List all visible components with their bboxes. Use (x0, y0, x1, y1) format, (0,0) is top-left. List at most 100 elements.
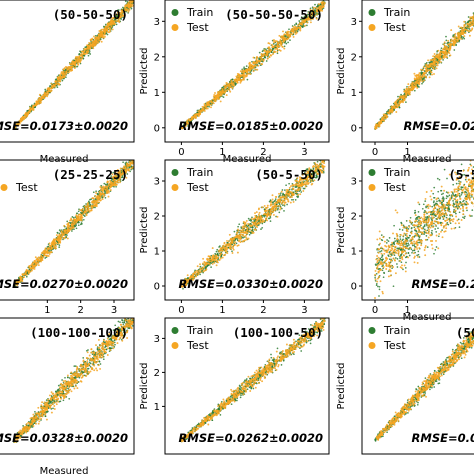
data-point-test (395, 111, 398, 113)
data-point-test (430, 71, 433, 74)
data-point-train (65, 76, 67, 79)
data-point-test (463, 23, 466, 26)
data-point-test (255, 61, 258, 64)
data-point-train (104, 23, 107, 26)
data-point-train (228, 80, 231, 83)
data-point-test (74, 58, 77, 61)
data-point-test (79, 61, 81, 64)
data-point-test (306, 18, 309, 21)
data-point-train (264, 48, 267, 50)
data-point-test (239, 75, 242, 78)
data-point-test (23, 276, 26, 279)
data-point-test (249, 73, 252, 76)
data-point-test (71, 63, 74, 66)
data-point-test (18, 122, 21, 125)
data-point-train (312, 15, 315, 18)
panel-1: Measured(50-50-50)RMSE=0.0173±0.0020 (0, 0, 135, 165)
data-point-test (109, 19, 112, 22)
data-point-test (93, 35, 95, 38)
data-point-test (464, 31, 467, 34)
data-point-test (274, 47, 277, 50)
data-point-test (249, 68, 252, 71)
data-point-test (435, 60, 437, 63)
scatter-points (13, 0, 134, 130)
data-point-test (304, 17, 307, 20)
data-point-train (131, 158, 133, 160)
data-point-test (101, 34, 104, 37)
data-point-train (297, 28, 300, 31)
data-point-test (29, 108, 32, 111)
data-point-test (433, 73, 435, 75)
data-point-test (442, 56, 445, 59)
data-point-test (415, 82, 418, 85)
data-point-test (99, 35, 102, 38)
data-point-test (282, 30, 284, 33)
data-point-test (13, 126, 16, 129)
data-point-test (240, 79, 243, 82)
data-point-test (181, 127, 184, 130)
data-point-test (229, 85, 232, 87)
data-point-train (82, 214, 85, 217)
data-point-test (34, 103, 37, 106)
data-point-test (49, 87, 52, 90)
data-point-test (228, 82, 231, 85)
data-point-test (378, 122, 381, 125)
data-point-train (276, 52, 279, 55)
data-point-test (92, 45, 95, 47)
data-point-test (407, 88, 410, 91)
data-point-test (199, 111, 202, 114)
data-point-test (47, 90, 50, 93)
data-point-test (108, 31, 111, 34)
data-point-train (79, 223, 82, 226)
data-point-test (383, 117, 385, 120)
data-point-test (119, 181, 121, 184)
data-point-test (411, 84, 414, 87)
data-point-test (289, 33, 292, 36)
data-point-train (288, 28, 290, 31)
data-point-train (15, 127, 17, 130)
data-point-test (55, 234, 58, 237)
legend-label-test: Test (383, 21, 406, 34)
legend-marker-train (171, 9, 179, 16)
data-point-test (453, 34, 456, 37)
data-point-test (454, 38, 457, 41)
data-point-test (260, 63, 263, 65)
data-point-test (244, 74, 247, 77)
data-point-test (60, 72, 63, 75)
data-point-train (397, 95, 399, 98)
data-point-test (403, 90, 406, 93)
data-point-test (224, 90, 227, 92)
data-point-test (427, 59, 430, 62)
data-point-test (278, 45, 281, 48)
data-point-train (436, 50, 438, 53)
data-point-train (187, 125, 189, 127)
data-point-test (257, 64, 260, 67)
data-point-test (463, 20, 466, 23)
data-point-test (68, 69, 71, 72)
data-point-test (114, 23, 116, 25)
data-point-test (65, 67, 68, 70)
data-point-test (314, 14, 317, 17)
data-point-test (59, 78, 62, 81)
data-point-test (54, 80, 57, 83)
data-point-train (421, 82, 423, 85)
rmse-label: RMSE=0.0173±0.0020 (0, 119, 128, 133)
data-point-test (121, 14, 124, 17)
data-point-test (223, 84, 226, 87)
data-point-test (231, 87, 234, 89)
data-point-test (252, 62, 254, 64)
data-point-test (469, 21, 472, 23)
data-point-test (444, 51, 447, 54)
data-point-train (309, 7, 312, 10)
data-point-test (284, 33, 286, 36)
data-point-train (124, 0, 127, 3)
data-point-train (413, 80, 415, 83)
data-point-test (14, 123, 17, 126)
data-point-train (265, 60, 268, 62)
data-point-test (279, 39, 282, 41)
data-point-test (85, 47, 88, 50)
data-point-test (271, 43, 273, 46)
data-point-test (446, 46, 449, 49)
data-point-test (247, 68, 250, 71)
data-point-test (432, 60, 435, 63)
